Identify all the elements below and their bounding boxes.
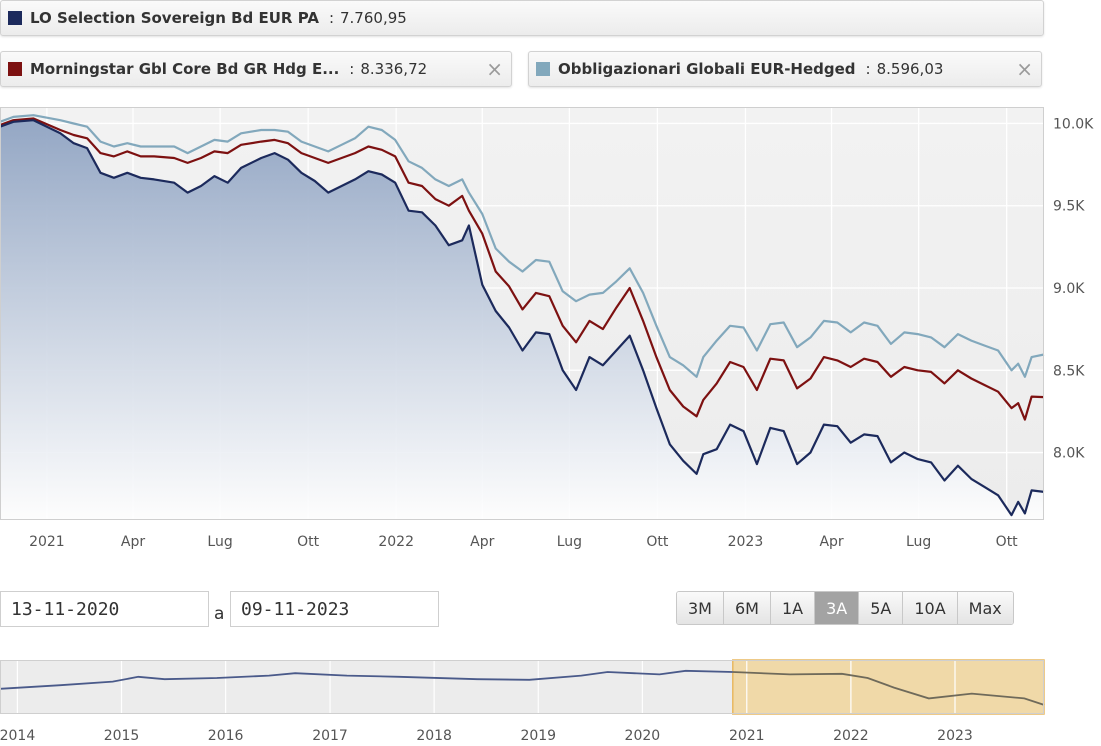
range-button-5a[interactable]: 5A [859,592,904,624]
navigator-chart[interactable]: 2014 2015 2016 2017 2018 2019 2020 2021 2022 2023 [0,656,1101,746]
range-button-3m[interactable]: 3M [677,592,724,624]
range-button-1a[interactable]: 1A [770,592,816,624]
date-range-separator: a [214,604,225,624]
navigator-tick-label: 2015 [104,728,140,744]
y-tick-label: 8.0K [1053,446,1085,462]
x-tick-label: 2021 [29,534,65,550]
date-to-input[interactable] [230,591,439,627]
navigator-tick-label: 2022 [833,728,869,744]
series-line-category[interactable] [0,114,1045,378]
x-tick-label: Lug [906,534,931,550]
y-tick-label: 9.5K [1053,199,1085,215]
plot-border [0,107,1044,520]
date-from-input[interactable] [0,591,209,627]
range-button-max[interactable]: Max [957,592,1013,624]
range-button-6m[interactable]: 6M [723,592,771,624]
navigator-tick-label: 2021 [729,728,765,744]
x-tick-label: 2023 [728,534,764,550]
legend-value-fund: 7.760,95 [340,9,407,27]
legend-value-category: 8.596,03 [876,60,944,78]
x-tick-label: Apr [819,534,843,550]
x-tick-label: Ott [996,534,1019,550]
navigator-tick-label: 2017 [312,728,348,744]
legend-swatch-category [536,62,550,76]
legend-name-category: Obbligazionari Globali EUR-Hedged [558,60,856,78]
series-line-index[interactable] [0,117,1045,421]
navigator-tick-label: 2020 [625,728,661,744]
navigator-tick-label: 2014 [0,728,35,744]
legend-value-index: 8.336,72 [360,60,428,78]
navigator-line [0,669,733,690]
y-tick-label: 9.0K [1053,281,1085,297]
navigator-border [0,660,1044,714]
x-tick-label: Lug [557,534,582,550]
legend-sep: : [349,60,355,78]
close-icon[interactable]: × [1016,57,1033,81]
x-tick-label: Ott [646,534,669,550]
legend-sep: : [328,9,334,27]
legend-swatch-index [8,62,22,76]
x-tick-label: Lug [207,534,232,550]
price-chart[interactable]: 8.0K 8.5K 9.0K 9.5K 10.0K 2021 Apr Lug Ott 2022 Ap… [0,0,1101,560]
range-button-10a[interactable]: 10A [903,592,958,624]
navigator-tick-label: 2019 [520,728,556,744]
y-tick-label: 10.0K [1053,116,1094,132]
series-area-fund [0,120,1044,520]
x-tick-label: Ott [297,534,320,550]
close-icon[interactable]: × [486,57,503,81]
series-line-fund[interactable] [0,119,1045,517]
x-tick-label: Apr [121,534,145,550]
legend-name-fund: LO Selection Sovereign Bd EUR PA [30,9,319,27]
navigator-tick-label: 2018 [416,728,452,744]
navigator-tick-label: 2023 [937,728,973,744]
range-button-3a[interactable]: 3A [815,592,860,624]
range-selector: 3M 6M 1A 3A 5A 10A Max [676,591,1014,625]
legend-name-index: Morningstar Gbl Core Bd GR Hdg E... [30,60,340,78]
legend-swatch-fund [8,11,22,25]
legend-item-category: Obbligazionari Globali EUR-Hedged : 8.59… [528,51,1042,87]
navigator-tick-label: 2016 [208,728,244,744]
x-tick-label: 2022 [378,534,414,550]
navigator-selection[interactable] [732,659,1045,715]
y-tick-label: 8.5K [1053,363,1085,379]
navigator-line-selected [732,671,1045,706]
legend-item-index: Morningstar Gbl Core Bd GR Hdg E... : 8.… [0,51,512,87]
legend-item-fund: LO Selection Sovereign Bd EUR PA : 7.760… [0,0,1044,36]
x-tick-label: Apr [470,534,494,550]
legend-sep: : [865,60,871,78]
